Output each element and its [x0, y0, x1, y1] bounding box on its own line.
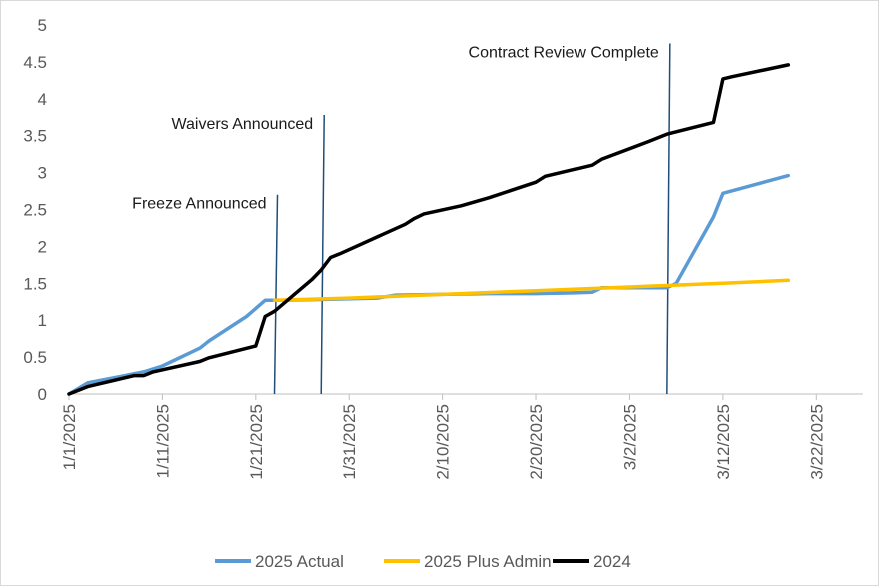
- legend-label-2024: 2024: [593, 552, 631, 571]
- waivers-announced-annotation: Waivers Announced: [171, 116, 313, 133]
- y-tick-label: 5: [38, 16, 47, 35]
- y-tick-label: 2: [38, 237, 47, 256]
- y-tick-label: 1: [38, 311, 47, 330]
- contract-review-complete-annotation: Contract Review Complete: [469, 44, 659, 61]
- legend-label-2025-actual: 2025 Actual: [255, 552, 344, 571]
- y-tick-label: 1.5: [23, 274, 47, 293]
- waivers-announced-marker-line: [320, 115, 325, 395]
- y-tick-label: 4: [38, 90, 47, 109]
- x-tick-label: 1/11/2025: [153, 404, 172, 478]
- freeze-announced-annotation: Freeze Announced: [132, 196, 266, 213]
- x-tick-label: 2/10/2025: [434, 404, 453, 480]
- y-tick-label: 3.5: [23, 127, 47, 146]
- y-tick-label: 0.5: [23, 348, 47, 367]
- x-tick-label: 1/21/2025: [247, 404, 266, 480]
- y-tick-label: 2.5: [23, 201, 47, 220]
- series-line-2025-plus-admin: [272, 278, 791, 303]
- x-tick-label: 1/31/2025: [340, 404, 359, 480]
- y-tick-label: 4.5: [23, 53, 47, 72]
- contract-review-complete-marker-line: [666, 43, 671, 395]
- series-line-2024: [67, 63, 791, 396]
- freeze-announced-marker-line: [273, 194, 279, 395]
- x-tick-label: 3/2/2025: [620, 404, 639, 470]
- x-tick-label: 1/1/2025: [60, 404, 79, 470]
- x-tick-label: 3/12/2025: [714, 404, 733, 480]
- legend-label-2025-plus-admin: 2025 Plus Admin: [424, 552, 552, 571]
- y-tick-label: 0: [38, 385, 47, 404]
- x-tick-label: 2/20/2025: [527, 404, 546, 480]
- y-tick-label: 3: [38, 164, 47, 183]
- x-tick-label: 3/22/2025: [807, 404, 826, 480]
